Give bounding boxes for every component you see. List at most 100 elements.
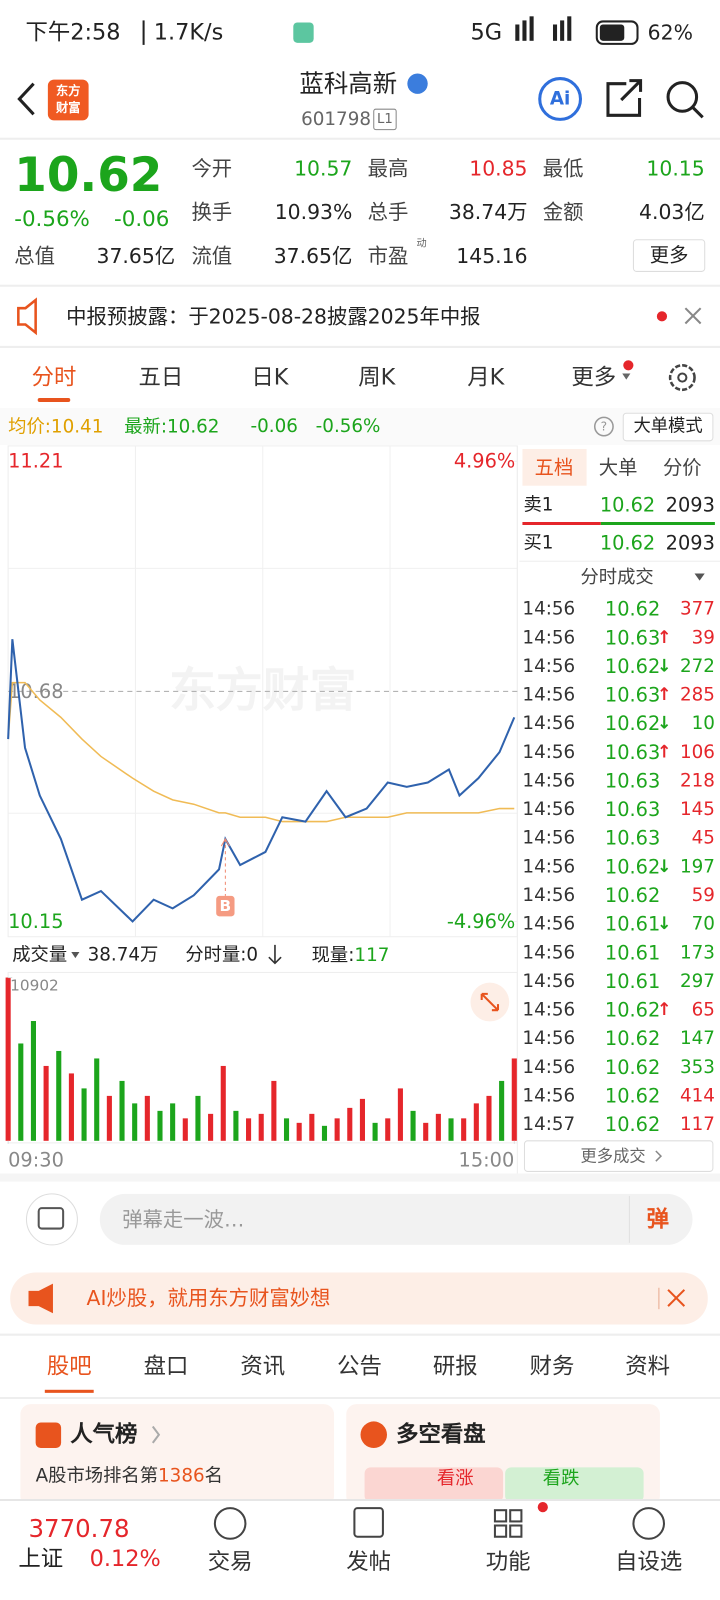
section-tab[interactable]: 研报 — [433, 1353, 478, 1379]
signal — [567, 16, 572, 41]
back-button[interactable] — [17, 82, 35, 116]
more-label[interactable]: 更多 — [650, 244, 689, 267]
nav-item[interactable]: 发帖 — [346, 1549, 391, 1575]
volume-bar — [296, 1122, 302, 1141]
bottom-nav — [0, 1500, 720, 1600]
chart-tab[interactable]: 日K — [251, 365, 289, 391]
volume-bar — [106, 1095, 112, 1141]
signal — [552, 24, 558, 41]
section-tab[interactable]: 盘口 — [144, 1353, 189, 1379]
section-tab[interactable]: 公告 — [337, 1353, 382, 1379]
comment-input[interactable] — [99, 1193, 693, 1245]
banner[interactable] — [10, 1272, 708, 1325]
share-button[interactable] — [606, 79, 643, 117]
trade-volume: 117 — [680, 1114, 715, 1135]
book-tab[interactable]: 大单 — [599, 456, 638, 479]
avg-price: 均价:10.41 — [8, 416, 103, 437]
comment-placeholder: 弹幕走一波… — [122, 1207, 244, 1231]
tab-underline — [44, 1389, 94, 1393]
more-trades[interactable]: 更多成交 — [581, 1147, 646, 1166]
mode-button[interactable] — [622, 412, 714, 442]
volume-bar — [258, 1113, 264, 1141]
current-volume: 现量:117 — [312, 945, 390, 966]
chart-tab[interactable]: 分时 — [32, 365, 77, 391]
trade-time: 14:56 — [522, 770, 575, 791]
nav-item[interactable]: 功能 — [486, 1549, 531, 1575]
trade-price: 10.62 — [605, 999, 660, 1022]
volume-bar — [132, 1103, 138, 1141]
book-tab[interactable]: 分价 — [663, 456, 702, 479]
trade-arrow: ↓ — [657, 656, 672, 676]
settings-button[interactable] — [668, 364, 696, 392]
text-part: 最新: — [124, 416, 167, 437]
signal — [529, 16, 534, 41]
bull-label: 看涨 — [437, 1468, 474, 1489]
trade-time: 14:56 — [522, 942, 575, 963]
chart-tab[interactable]: 周K — [358, 365, 396, 391]
help-icon[interactable] — [593, 416, 614, 437]
volume-bar — [246, 1118, 252, 1141]
popularity-card[interactable] — [20, 1404, 335, 1507]
volume-bar — [43, 1065, 49, 1141]
volume-bar — [157, 1110, 163, 1141]
change: -0.06 — [114, 207, 169, 232]
y2-tick-label: 4.96% — [454, 450, 515, 473]
text-part: 10.41 — [51, 416, 103, 437]
function-cell — [493, 1524, 508, 1538]
notice-bar[interactable] — [0, 285, 720, 347]
field-value: 37.65亿 — [274, 244, 353, 268]
bull-pill[interactable] — [364, 1467, 504, 1503]
chart-tab[interactable]: 月K — [467, 365, 505, 391]
section-tab[interactable]: 资料 — [625, 1353, 670, 1379]
volume-bar — [94, 1058, 100, 1141]
nav-item[interactable]: 交易 — [208, 1549, 253, 1575]
trade-arrow: ↑ — [657, 1000, 672, 1020]
trade-price: 10.63 — [605, 798, 660, 821]
trade-volume: 39 — [692, 627, 715, 648]
section-tab[interactable]: 财务 — [530, 1353, 575, 1379]
text-part: A股市场排名第 — [36, 1465, 158, 1486]
card-title: 人气榜 — [70, 1421, 137, 1448]
nav-item[interactable]: 自设选 — [615, 1549, 682, 1575]
index-value[interactable]: 3770.78 — [29, 1514, 130, 1543]
trade-time: 14:56 — [522, 914, 575, 935]
function-dot — [537, 1502, 548, 1513]
status-network: 5G — [470, 20, 502, 46]
trade-time: 14:56 — [522, 885, 575, 906]
text-part: 现量: — [312, 945, 355, 966]
volume-bar — [208, 1113, 214, 1141]
book-label: 买1 — [523, 532, 553, 553]
search-button[interactable] — [666, 81, 699, 113]
volume-bar — [119, 1080, 125, 1141]
speaker-icon — [17, 297, 37, 336]
ai-button[interactable] — [538, 77, 583, 121]
trade-volume: 297 — [680, 971, 715, 992]
status-battery: 62% — [648, 21, 693, 45]
banner-close[interactable] — [667, 1289, 686, 1307]
volume-bar — [511, 1058, 517, 1141]
book-tab[interactable]: 五档 — [535, 456, 574, 479]
field-label: 市盈 — [368, 244, 409, 268]
field-label: 流值 — [191, 244, 232, 268]
trade-volume: 285 — [680, 685, 715, 706]
dropdown-caret — [71, 952, 80, 959]
mode-label[interactable]: 大单模式 — [633, 417, 702, 437]
function-icon — [493, 1509, 523, 1538]
comment-icon-button[interactable] — [25, 1193, 78, 1246]
stock-level: L1 — [377, 112, 393, 127]
logo — [47, 79, 89, 121]
more-trades-button[interactable] — [523, 1140, 714, 1172]
chart-tab[interactable]: 五日 — [139, 365, 184, 391]
close-button[interactable] — [684, 307, 702, 325]
danmaku-button[interactable]: 弹 — [647, 1206, 669, 1232]
section-tab[interactable]: 股吧 — [47, 1353, 92, 1379]
price-line — [7, 681, 515, 823]
section-tab[interactable]: 资讯 — [240, 1353, 285, 1379]
more-button[interactable] — [632, 239, 706, 272]
volume-bar — [334, 1118, 340, 1141]
chart-tab[interactable]: 更多 — [571, 365, 616, 391]
info-change: -0.06 — [251, 416, 298, 437]
trade-volume: 272 — [680, 656, 715, 677]
bear-pill[interactable] — [505, 1467, 644, 1503]
